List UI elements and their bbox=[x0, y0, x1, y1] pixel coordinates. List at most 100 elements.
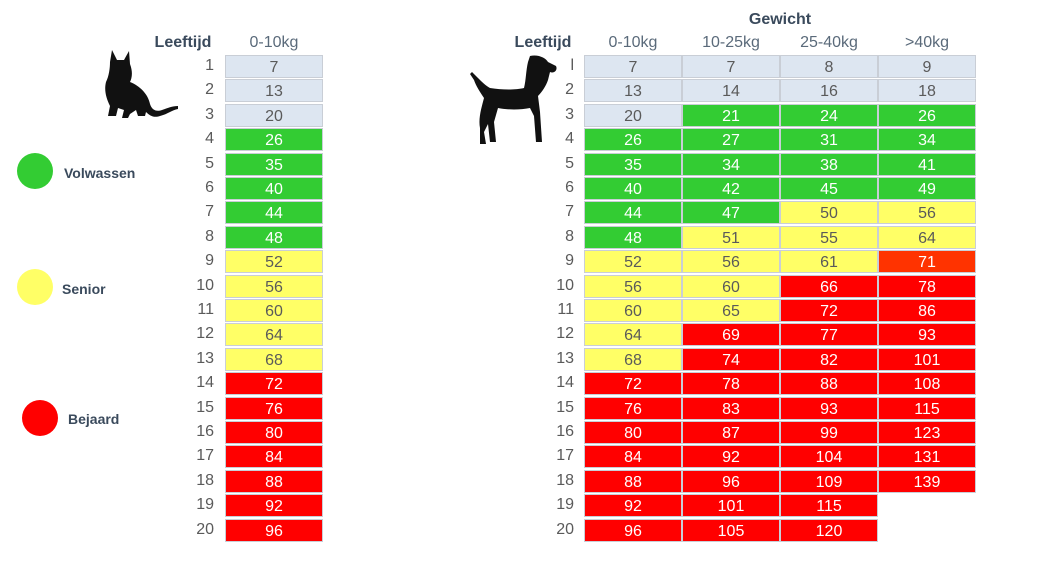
dog-age-label: 8 bbox=[565, 227, 574, 245]
cat-table-cell: 68 bbox=[225, 347, 323, 371]
dog-col-header-3: >40kg bbox=[904, 34, 950, 51]
dog-age-label: 5 bbox=[565, 154, 574, 172]
cat-age-label: 8 bbox=[205, 227, 214, 245]
dog-table-cell: 21 bbox=[682, 103, 780, 127]
dog-age-label: 13 bbox=[556, 349, 574, 367]
legend-dot-volwassen bbox=[17, 153, 53, 189]
dog-table-cell: 99 bbox=[780, 421, 878, 444]
cat-table-cell: 60 bbox=[225, 299, 323, 322]
dog-age-label: 12 bbox=[556, 325, 574, 343]
dog-table-cell: 92 bbox=[682, 445, 780, 469]
dog-table-cell: 69 bbox=[682, 323, 780, 347]
dog-table-cell: 77 bbox=[780, 323, 878, 347]
dog-age-label: 10 bbox=[556, 276, 574, 294]
dog-table-cell: 34 bbox=[682, 152, 780, 176]
cat-age-label: 20 bbox=[196, 520, 214, 538]
dog-table-cell: 66 bbox=[780, 274, 878, 298]
dog-table-cell: 72 bbox=[584, 372, 682, 396]
cat-age-label: 16 bbox=[196, 423, 214, 440]
cat-table-cell: 76 bbox=[225, 396, 323, 420]
dog-age-label: l bbox=[570, 57, 574, 74]
dog-table-cell: 18 bbox=[878, 79, 976, 103]
dog-table-cell: 101 bbox=[682, 494, 780, 518]
dog-table-cell: 56 bbox=[878, 201, 976, 225]
cat-table-cell: 56 bbox=[225, 274, 323, 298]
dog-table-cell: 7 bbox=[584, 55, 682, 78]
dog-table-cell: 26 bbox=[584, 128, 682, 152]
dog-table-cell: 60 bbox=[682, 274, 780, 298]
dog-table-cell: 92 bbox=[584, 494, 682, 518]
dog-age-label: 7 bbox=[565, 203, 574, 221]
dog-table-cell: 64 bbox=[584, 323, 682, 347]
cat-age-label: 4 bbox=[205, 130, 214, 148]
dog-table-cell: 38 bbox=[780, 152, 878, 176]
dog-table-cell: 104 bbox=[780, 445, 878, 469]
cat-table-cell: 92 bbox=[225, 494, 323, 518]
dog-table-cell: 123 bbox=[878, 421, 976, 444]
dog-table-cell: 35 bbox=[584, 152, 682, 176]
cat-age-label: 19 bbox=[196, 496, 214, 514]
dog-table-cell: 139 bbox=[878, 469, 976, 493]
cat-age-header: Leeftijd bbox=[154, 34, 212, 51]
cat-table-cell: 72 bbox=[225, 372, 323, 396]
dog-table-cell: 115 bbox=[780, 494, 878, 518]
dog-table-cell: 7 bbox=[682, 55, 780, 78]
dog-table-cell: 16 bbox=[780, 79, 878, 103]
dog-table-cell: 87 bbox=[682, 421, 780, 444]
dog-table-cell: 74 bbox=[682, 347, 780, 371]
cat-table-cell: 7 bbox=[225, 55, 323, 78]
cat-age-label: 6 bbox=[205, 179, 214, 196]
cat-table-cell: 48 bbox=[225, 225, 323, 249]
dog-age-header: Leeftijd bbox=[514, 34, 572, 51]
dog-table-cell: 78 bbox=[878, 274, 976, 298]
cat-age-label: 2 bbox=[205, 81, 214, 99]
cat-col-header: 0-10kg bbox=[249, 34, 299, 51]
dog-age-label: 3 bbox=[565, 105, 574, 123]
dog-table-cell: 9 bbox=[878, 55, 976, 78]
dog-table-cell: 93 bbox=[780, 396, 878, 420]
dog-table-cell: 40 bbox=[584, 177, 682, 200]
cat-age-label: 9 bbox=[205, 252, 214, 270]
dog-table-cell: 82 bbox=[780, 347, 878, 371]
cat-age-label: 17 bbox=[196, 447, 214, 465]
dog-table-cell: 48 bbox=[584, 225, 682, 249]
dog-age-label: 17 bbox=[556, 447, 574, 465]
legend-dot-bejaard bbox=[22, 400, 58, 436]
dog-table-cell: 108 bbox=[878, 372, 976, 396]
dog-table-cell: 56 bbox=[682, 250, 780, 274]
dog-age-label: 9 bbox=[565, 252, 574, 270]
dog-col-header-1: 10-25kg bbox=[702, 34, 760, 51]
cat-table-cell: 88 bbox=[225, 469, 323, 493]
dog-table-cell: 109 bbox=[780, 469, 878, 493]
dog-table-cell: 26 bbox=[878, 103, 976, 127]
dog-age-label: 2 bbox=[565, 81, 574, 99]
dog-table-cell: 27 bbox=[682, 128, 780, 152]
cat-age-label: 1 bbox=[205, 57, 214, 74]
dog-table-cell: 44 bbox=[584, 201, 682, 225]
dog-age-label: 16 bbox=[556, 423, 574, 440]
dog-table-cell: 84 bbox=[584, 445, 682, 469]
dog-table-cell: 71 bbox=[878, 250, 976, 274]
dog-table-cell: 34 bbox=[878, 128, 976, 152]
legend-dot-senior bbox=[17, 269, 53, 305]
dog-table-cell: 72 bbox=[780, 299, 878, 322]
dog-table-cell: 55 bbox=[780, 225, 878, 249]
dog-table-cell: 50 bbox=[780, 201, 878, 225]
dog-table-cell: 96 bbox=[584, 518, 682, 542]
cat-age-label: 5 bbox=[205, 154, 214, 172]
dog-table-cell: 101 bbox=[878, 347, 976, 371]
dog-table-cell: 115 bbox=[878, 396, 976, 420]
cat-age-label: 10 bbox=[196, 276, 214, 294]
cat-age-label: 18 bbox=[196, 471, 214, 489]
dog-table-cell: 45 bbox=[780, 177, 878, 200]
dog-table-cell: 76 bbox=[584, 396, 682, 420]
cat-table-cell: 40 bbox=[225, 177, 323, 200]
dog-table-cell: 78 bbox=[682, 372, 780, 396]
dog-table-cell: 52 bbox=[584, 250, 682, 274]
legend-label-senior: Senior bbox=[62, 281, 106, 297]
dog-table-cell: 131 bbox=[878, 445, 976, 469]
dog-table-cell: 93 bbox=[878, 323, 976, 347]
cat-table-cell: 35 bbox=[225, 152, 323, 176]
dog-silhouette-icon bbox=[470, 55, 557, 144]
dog-table-cell: 41 bbox=[878, 152, 976, 176]
